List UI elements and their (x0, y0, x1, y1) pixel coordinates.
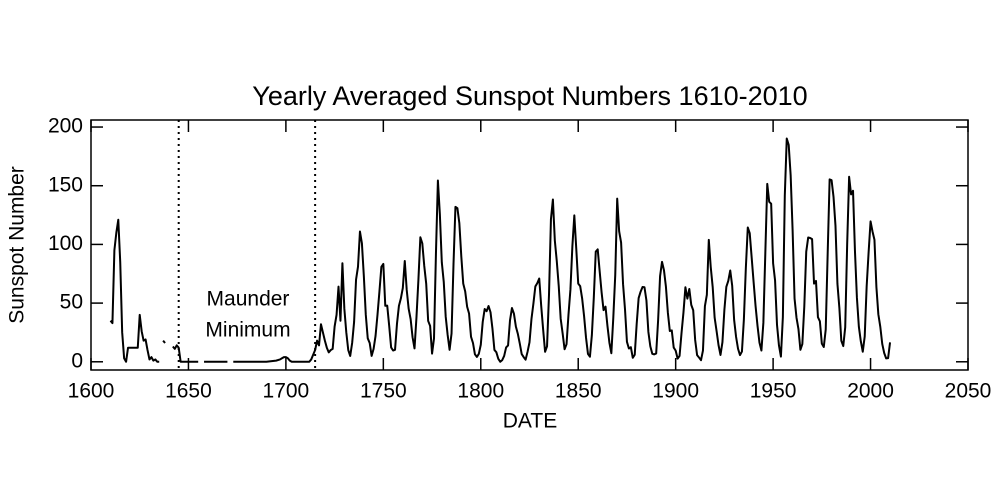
x-tick-label: 1600 (68, 380, 115, 403)
y-tick-label: 0 (71, 349, 83, 372)
y-axis-label: Sunspot Number (6, 166, 29, 324)
annotation: Minimum (205, 319, 290, 342)
y-tick-label: 150 (48, 173, 83, 196)
x-tick-label: 1650 (165, 380, 212, 403)
x-tick-label: 1800 (457, 380, 504, 403)
x-tick-label: 1850 (555, 380, 602, 403)
x-axis-label: DATE (503, 410, 557, 433)
x-tick-label: 1750 (360, 380, 407, 403)
y-tick-label: 50 (60, 291, 83, 314)
x-tick-label: 2000 (847, 380, 894, 403)
annotation: Maunder (207, 288, 290, 311)
x-tick-label: 1900 (652, 380, 699, 403)
y-tick-label: 100 (48, 232, 83, 255)
x-tick-label: 1950 (750, 380, 797, 403)
y-tick-label: 200 (48, 115, 83, 138)
x-tick-label: 1700 (263, 380, 310, 403)
x-tick-label: 2050 (945, 380, 992, 403)
chart-title: Yearly Averaged Sunspot Numbers 1610-201… (252, 81, 807, 111)
data-line (109, 137, 892, 363)
